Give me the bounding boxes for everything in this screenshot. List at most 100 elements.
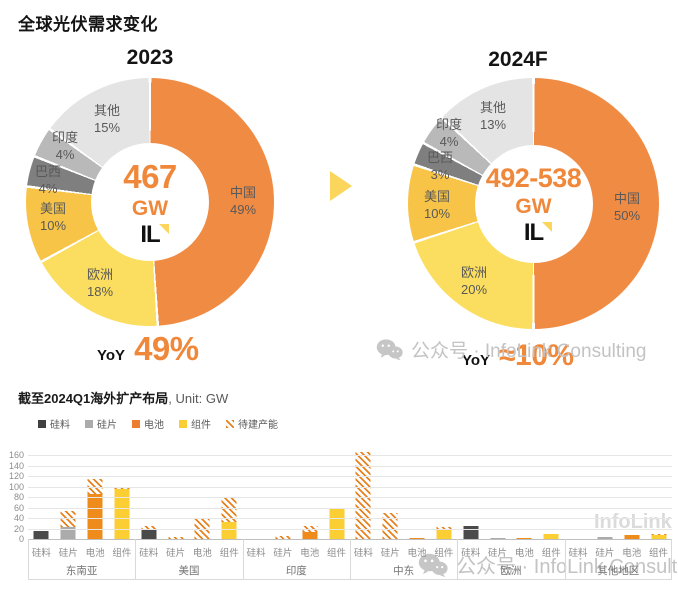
legend-item-待建产能: 待建产能 <box>226 416 278 431</box>
bar-segment-planned <box>114 487 130 490</box>
y-axis-tick-label: 80 <box>13 492 24 502</box>
group-separator <box>349 539 351 580</box>
gridline <box>28 528 672 530</box>
legend-swatch-icon <box>85 419 93 428</box>
bar-segment-existing <box>597 537 613 539</box>
donut-segment-label-巴西: 巴西 3% <box>426 150 453 182</box>
x-group-欧洲: 硅料 硅片 电池 组件 欧洲 <box>457 539 564 580</box>
bar-chart-x-axis: 硅料 硅片 电池 组件 东南亚 硅料 硅片 电池 组件 美国 硅料 硅片 电池 组件 印度 硅料 硅片 电池 组件中… <box>28 539 672 580</box>
gridline <box>28 455 672 456</box>
bar-欧洲-硅片 <box>484 455 511 539</box>
donut-2023-center-value: 467 <box>123 158 177 195</box>
y-axis-tick-label: 0 <box>18 534 24 544</box>
donut-2024f-center: 492-538 GW IL <box>474 144 593 263</box>
category-tick-label: 硅片 <box>488 548 508 559</box>
yoy-value: ≈10% <box>499 339 574 372</box>
bar-美国-硅片 <box>162 455 189 539</box>
bar-chart-title: 截至2024Q1海外扩产布局, Unit: GW <box>18 388 228 407</box>
bar-chart-plot-area: 0 20 40 60 80 100 120 140 160 <box>9 450 672 544</box>
bar-segment-existing <box>302 532 318 539</box>
wechat-icon <box>376 338 403 361</box>
donut-2023-title: 2023 <box>126 46 174 69</box>
donut-segment-label-中国: 中国 49% <box>229 185 257 217</box>
group-tick-label: 美国 <box>178 565 200 577</box>
yoy-2024f: YoY ≈10% <box>462 339 574 373</box>
category-tick-label: 组件 <box>649 548 669 559</box>
yoy-2023: YoY 49% <box>97 330 199 368</box>
bar-segment-existing <box>60 526 76 539</box>
watermark-text: 公众号 · InfoLink Consulting <box>411 341 647 362</box>
gridline <box>28 497 672 498</box>
bar-group-其他地区 <box>565 455 672 539</box>
bar-segment-planned <box>141 525 157 530</box>
bar-美国-硅料 <box>135 455 162 539</box>
bar-中东-组件 <box>430 455 457 539</box>
bar-中东-硅料 <box>350 452 377 539</box>
group-tick-label: 东南亚 <box>65 565 98 577</box>
yoy-label: YoY <box>97 347 126 364</box>
donut-2024f-title: 2024F <box>488 48 548 71</box>
bar-segment-existing <box>543 533 559 539</box>
y-axis-tick-label: 140 <box>8 460 24 471</box>
group-tick-label: 印度 <box>285 565 307 577</box>
legend-label: 硅料 <box>50 420 70 431</box>
x-axis-groups: 硅料 硅片 电池 组件 东南亚 硅料 硅片 电池 组件 美国 硅料 硅片 电池 组件 印度 硅料 硅片 电池 组件中… <box>28 539 672 580</box>
category-tick-label: 硅料 <box>568 548 588 559</box>
legend-item-电池: 电池 <box>132 416 164 431</box>
bar-segment-planned <box>382 512 398 539</box>
infolink-logo: IL <box>140 223 169 247</box>
bar-欧洲-电池 <box>511 455 538 539</box>
wechat-icon <box>418 552 448 578</box>
bar-chart-legend: 硅料 硅片 电池 组件 待建产能 <box>38 416 278 431</box>
bar-segment-planned <box>436 527 452 529</box>
donut-segment-label-其他: 其他 13% <box>479 100 507 132</box>
donut-2023-center: 467 GW IL <box>91 143 209 261</box>
bar-中东-电池 <box>404 455 431 539</box>
x-group-东南亚: 硅料 硅片 电池 组件 东南亚 <box>28 539 135 580</box>
bar-其他地区-电池 <box>618 455 645 539</box>
bar-segment-planned <box>651 533 667 535</box>
bar-segment-existing <box>141 529 157 539</box>
gridline <box>28 476 672 477</box>
bar-segment-existing <box>329 507 345 539</box>
category-tick-label: 组件 <box>327 548 347 559</box>
legend-swatch-icon <box>132 419 140 428</box>
bar-东南亚-组件 <box>108 455 135 539</box>
category-label-row: 硅料 硅片 电池 组件 <box>28 545 135 559</box>
category-tick-label: 硅片 <box>166 548 186 559</box>
yoy-value: 49% <box>134 330 199 367</box>
category-tick-label: 硅料 <box>353 548 373 559</box>
logo-triangle-icon <box>158 224 169 234</box>
x-group-美国: 硅料 硅片 电池 组件 美国 <box>135 539 242 580</box>
bar-其他地区-组件 <box>645 455 672 539</box>
category-tick-label: 电池 <box>514 548 534 559</box>
donut-chart-2023: 467 GW IL <box>26 78 274 326</box>
bar-segment-planned <box>60 511 76 527</box>
page-title: 全球光伏需求变化 <box>18 15 158 34</box>
donut-chart-2024f: 492-538 GW IL <box>408 78 659 329</box>
category-tick-label: 电池 <box>622 548 642 559</box>
bar-segment-planned <box>221 498 237 522</box>
bar-美国-组件 <box>216 455 243 539</box>
group-separator <box>670 539 672 580</box>
watermark-wechat-mid: 公众号 · InfoLink Consulting <box>376 336 647 363</box>
y-axis-tick-label: 40 <box>13 513 24 523</box>
donut-segment-label-其他: 其他 15% <box>93 103 121 135</box>
category-label-row: 硅料 硅片 电池 组件 <box>135 545 242 559</box>
category-label-row: 硅料 硅片 电池 组件 <box>350 545 457 559</box>
yoy-label: YoY <box>462 352 491 369</box>
bar-segment-existing <box>516 537 532 539</box>
group-separator <box>242 539 244 580</box>
category-tick-label: 组件 <box>541 548 561 559</box>
bar-欧洲-组件 <box>538 455 565 539</box>
category-tick-label: 硅片 <box>58 548 78 559</box>
bar-segment-existing <box>221 521 237 539</box>
donut-segment-label-美国: 美国 10% <box>423 189 451 221</box>
donut-segment-label-印度: 印度 4% <box>51 130 78 162</box>
category-tick-label: 硅料 <box>246 548 266 559</box>
x-group-印度: 硅料 硅片 电池 组件 印度 <box>242 539 350 580</box>
gridline <box>28 486 672 488</box>
bar-印度-组件 <box>323 455 350 539</box>
bar-segment-existing <box>651 534 667 539</box>
